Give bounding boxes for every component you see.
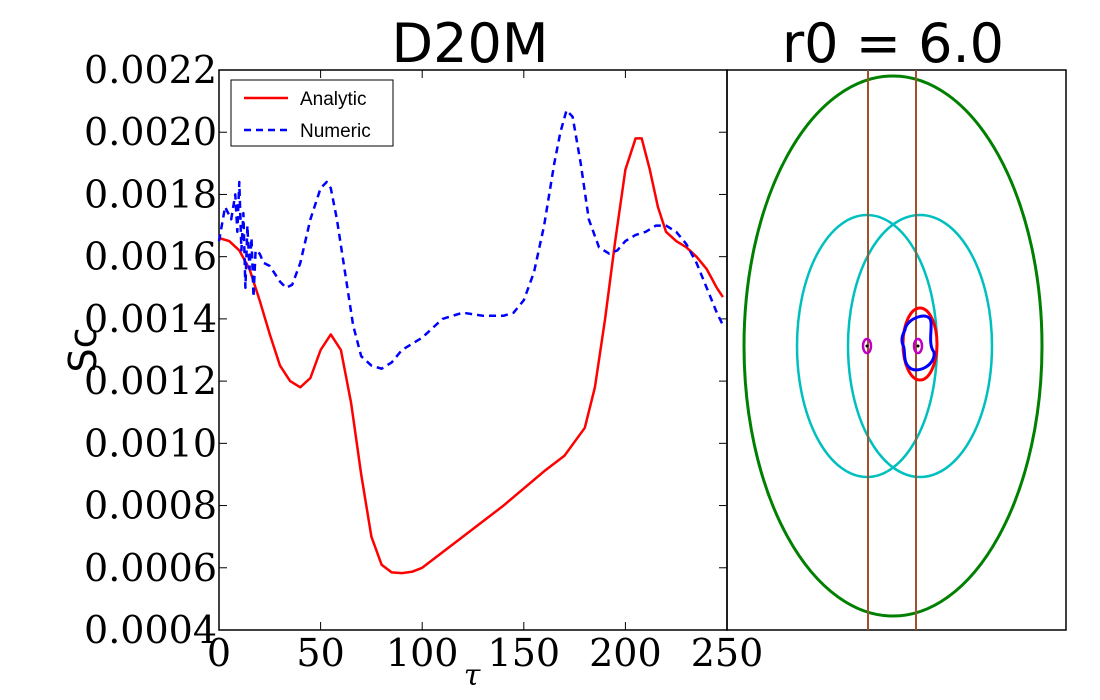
right-magenta-ring	[912, 337, 924, 355]
blue-orbit	[900, 314, 936, 372]
legend: Analytic Numeric	[230, 79, 394, 147]
y-tick-label: 0.0016	[84, 235, 217, 279]
y-tick-label: 0.0010	[84, 421, 217, 465]
left-chart-title: D20M	[392, 12, 549, 75]
right-panel-title: r0 = 6.0	[782, 12, 1004, 75]
x-tick-label: 100	[386, 631, 459, 675]
legend-box	[230, 79, 394, 147]
y-tick-label: 0.0014	[84, 297, 217, 341]
legend-numeric-label: Numeric	[300, 121, 371, 142]
y-tick-label: 0.0020	[84, 110, 217, 154]
right-cyan-ellipse	[846, 213, 994, 479]
x-tick-label: 200	[589, 631, 662, 675]
right-diagram-panel	[726, 69, 1067, 631]
x-axis-label: τ	[464, 658, 481, 693]
y-tick-label: 0.0004	[84, 608, 217, 652]
y-tick-label: 0.0008	[84, 484, 217, 528]
y-axis-ticks: 0.0004 0.0006 0.0008 0.0010 0.0012 0.0014 0.00…	[84, 48, 727, 652]
y-tick-label: 0.0006	[84, 546, 217, 590]
left-center-dot	[865, 344, 869, 348]
right-panel-frame	[726, 69, 1067, 631]
y-tick-label: 0.0012	[84, 359, 217, 403]
right-center-dot	[916, 344, 920, 348]
x-tick-label: 0	[207, 631, 231, 675]
x-axis-ticks: 0 50 100 150 200 250	[207, 70, 763, 675]
left-plot-frame	[218, 69, 728, 631]
y-axis-label: Sc	[61, 327, 105, 372]
series-layer	[217, 109, 725, 575]
legend-analytic-label: Analytic	[300, 89, 367, 110]
y-tick-label: 0.0018	[84, 172, 217, 216]
outer-ellipse	[742, 74, 1044, 618]
x-tick-label: 50	[296, 631, 344, 675]
left-plot-area: 0.0004 0.0006 0.0008 0.0010 0.0012 0.0014 0.00…	[84, 48, 763, 675]
left-magenta-ring	[861, 337, 873, 355]
series-line-numeric	[217, 109, 725, 370]
x-tick-label: 250	[691, 631, 764, 675]
y-tick-label: 0.0022	[84, 48, 217, 92]
x-tick-label: 150	[488, 631, 561, 675]
series-line-analytic	[218, 137, 724, 575]
